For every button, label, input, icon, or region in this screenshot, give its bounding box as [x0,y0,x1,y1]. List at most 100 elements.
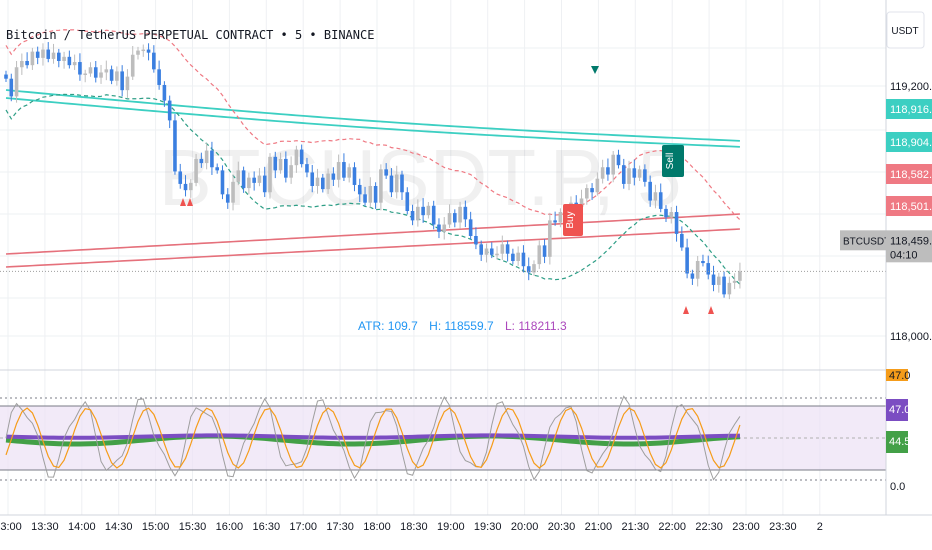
candle [152,45,156,73]
candle [315,168,320,194]
candle [262,166,267,198]
time-tick-label: 22:30 [695,521,723,533]
svg-text:118,916.6: 118,916.6 [890,104,932,116]
time-tick-label: 21:30 [622,521,650,533]
candle [416,199,420,227]
candle [236,161,241,186]
price-badge: 118,916.6 [886,99,932,119]
long-ema-lower [5,228,740,268]
time-tick-label: 15:30 [179,521,207,533]
candle [278,152,283,174]
candle [511,248,515,265]
time-tick-label: 16:30 [253,521,281,533]
down-arrow-marker [591,66,599,74]
price-badge: 118,501.2 [886,196,932,216]
candle [442,217,447,240]
candle [167,95,172,129]
ema-fast-line [5,89,740,142]
candle [4,70,8,83]
candle [611,151,615,183]
candle [553,211,557,226]
candle [468,211,473,240]
candle [500,235,505,260]
price-badge: 118,582.4 [886,164,932,184]
time-tick-label: 23:30 [769,521,797,533]
candle [352,162,357,192]
candle [347,163,351,183]
sell-signal-label: Sell [665,153,676,170]
candle [421,198,425,223]
lower-band-line [5,93,741,285]
buy-signal-box[interactable] [563,204,583,236]
price-tick-label: 118,000.0 [890,331,932,343]
price-pane [0,29,886,314]
oscillator-badge: 47.0 [886,369,910,382]
time-tick-label: 21:00 [585,521,613,533]
candle [521,245,526,273]
svg-text:47.0: 47.0 [889,370,910,382]
time-tick-label: 13:00 [0,521,22,533]
candle [389,168,394,198]
candle [637,165,642,181]
candle [458,201,462,229]
time-tick-label: 15:00 [142,521,170,533]
time-tick-label: 18:00 [363,521,391,533]
candle [231,174,235,211]
symbol-title: Bitcoin / TetherUS PERPETUAL CONTRACT • … [6,28,374,42]
candle [136,46,140,60]
svg-text:118,582.4: 118,582.4 [890,169,932,181]
candle [189,179,193,198]
candle [447,204,452,228]
candle [410,204,415,226]
up-arrow-marker [708,306,714,314]
candle [542,239,547,264]
candle [680,226,684,251]
long-ema-upper [5,213,740,255]
candle [658,183,663,213]
candle [727,276,732,300]
atr-value: ATR: 109.7 [358,319,418,333]
time-axis[interactable]: 13:00 13:30 14:00 14:30 15:00 15:30 16:00 16:30… [0,514,932,533]
candle [342,153,346,181]
sell-signal-box[interactable] [662,145,684,177]
candle [648,175,652,207]
time-tick-label: 16:00 [216,521,244,533]
candle [93,61,98,83]
candle [183,175,188,197]
candle [606,158,610,181]
candle [595,172,600,196]
candle [600,159,605,184]
candle [210,141,214,175]
candle [9,73,14,102]
candle [368,177,373,208]
candle [526,257,531,281]
time-tick-label: 23:00 [732,521,760,533]
candle [669,207,674,224]
candle [479,240,483,261]
candle [67,50,72,69]
candle [215,163,219,174]
svg-text:44.5: 44.5 [889,436,910,448]
candle [109,65,114,85]
candle [674,205,679,242]
candle [505,240,510,262]
candle [173,114,177,175]
up-arrow-marker [683,306,689,314]
candle [431,200,436,230]
candle [632,159,637,186]
candle [463,200,468,228]
candle [738,262,742,289]
candle [157,60,161,90]
candle [495,246,499,260]
candle [294,145,299,173]
candle [310,164,315,193]
oscillator-badge: 47.0 [886,399,910,421]
candle [125,69,130,98]
time-tick-label: 13:30 [31,521,59,533]
up-arrow-marker [187,198,193,206]
candle [717,272,721,293]
symbol-tag: BTCUSDT.P [840,230,899,251]
candle [99,64,103,84]
candle [537,240,542,269]
currency-button[interactable] [886,11,925,49]
